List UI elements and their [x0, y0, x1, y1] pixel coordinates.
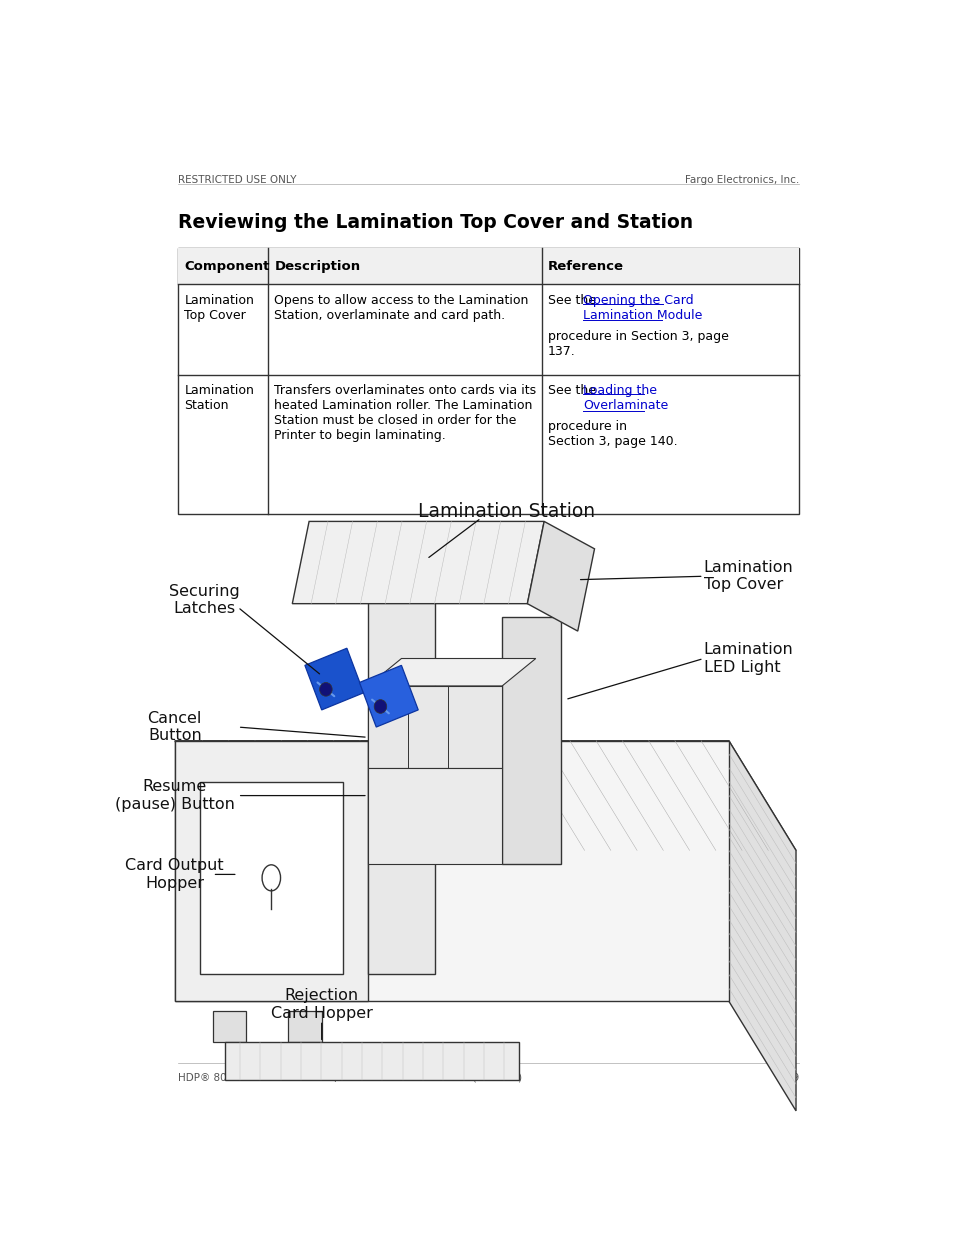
Polygon shape	[368, 685, 501, 768]
Polygon shape	[368, 658, 536, 685]
Polygon shape	[368, 562, 435, 973]
Text: Reviewing the Lamination Top Cover and Station: Reviewing the Lamination Top Cover and S…	[178, 212, 693, 232]
Text: Rejection
Card Hopper: Rejection Card Hopper	[271, 988, 373, 1021]
Polygon shape	[359, 666, 417, 727]
Polygon shape	[527, 521, 594, 631]
Text: Resume
(pause) Button: Resume (pause) Button	[114, 779, 234, 811]
Text: Lamination
Top Cover: Lamination Top Cover	[184, 294, 253, 321]
Polygon shape	[368, 768, 501, 864]
Polygon shape	[728, 741, 795, 1112]
Text: Description: Description	[274, 259, 360, 273]
Polygon shape	[200, 782, 342, 973]
Text: Cancel
Button: Cancel Button	[148, 711, 202, 743]
Polygon shape	[213, 1011, 246, 1042]
Text: Opening the Card
Lamination Module: Opening the Card Lamination Module	[582, 294, 701, 321]
Text: Securing
Latches: Securing Latches	[169, 584, 239, 616]
Ellipse shape	[374, 699, 386, 714]
Polygon shape	[174, 741, 795, 851]
Polygon shape	[174, 741, 728, 1002]
Text: See the: See the	[547, 384, 599, 396]
Ellipse shape	[319, 683, 332, 697]
Text: Fargo Electronics, Inc.: Fargo Electronics, Inc.	[684, 175, 799, 185]
Text: Lamination
LED Light: Lamination LED Light	[703, 642, 793, 674]
Text: Component: Component	[184, 259, 270, 273]
Text: RESTRICTED USE ONLY: RESTRICTED USE ONLY	[178, 175, 296, 185]
Text: HDP® 800 Series Card Printer/Encoders Service Manual (Rev. 5.0): HDP® 800 Series Card Printer/Encoders Se…	[178, 1072, 522, 1083]
Polygon shape	[368, 538, 476, 562]
Text: Lamination
Top Cover: Lamination Top Cover	[703, 559, 793, 593]
Polygon shape	[501, 618, 560, 864]
Text: Card Output
Hopper: Card Output Hopper	[126, 858, 224, 890]
Text: procedure in Section 3, page
137.: procedure in Section 3, page 137.	[547, 330, 728, 358]
Polygon shape	[288, 1011, 321, 1042]
Text: Lamination Station: Lamination Station	[417, 501, 595, 521]
Text: Reference: Reference	[547, 259, 623, 273]
Text: procedure in
Section 3, page 140.: procedure in Section 3, page 140.	[547, 420, 677, 448]
Text: Transfers overlaminates onto cards via its
heated Lamination roller. The Laminat: Transfers overlaminates onto cards via i…	[274, 384, 536, 442]
Bar	[178, 248, 799, 514]
Polygon shape	[174, 741, 368, 1002]
Text: Opens to allow access to the Lamination
Station, overlaminate and card path.: Opens to allow access to the Lamination …	[274, 294, 528, 321]
Polygon shape	[292, 521, 543, 604]
Text: 39: 39	[785, 1072, 799, 1083]
Polygon shape	[225, 1042, 518, 1081]
Polygon shape	[305, 648, 363, 710]
Text: Lamination
Station: Lamination Station	[184, 384, 253, 412]
Text: Loading the
Overlaminate: Loading the Overlaminate	[582, 384, 668, 412]
Text: See the: See the	[547, 294, 599, 306]
Bar	[178, 248, 799, 284]
